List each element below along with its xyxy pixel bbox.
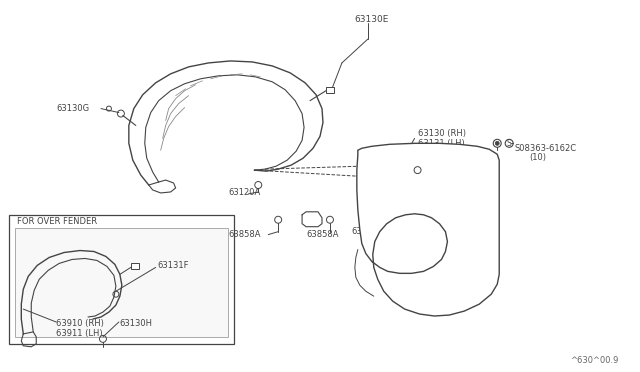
Text: ^630^00.9: ^630^00.9	[570, 356, 619, 365]
Text: 63131 (LH): 63131 (LH)	[417, 139, 465, 148]
Text: 63858A: 63858A	[306, 230, 339, 239]
Circle shape	[495, 141, 499, 145]
Text: 63130 (RH): 63130 (RH)	[417, 129, 465, 138]
Text: 63911 (LH): 63911 (LH)	[56, 329, 103, 339]
Text: 63101 (LH): 63101 (LH)	[431, 159, 478, 168]
Text: 63910 (RH): 63910 (RH)	[56, 320, 104, 328]
Text: 63120A: 63120A	[228, 189, 260, 198]
Bar	[131, 263, 139, 269]
Text: 63130H: 63130H	[119, 320, 152, 328]
Text: S08363-6162C: S08363-6162C	[514, 144, 576, 153]
Bar	[10, 215, 234, 344]
Bar	[326, 87, 334, 93]
Text: FOR OVER FENDER: FOR OVER FENDER	[17, 217, 97, 226]
Text: 63130E: 63130E	[355, 15, 389, 24]
Text: 6313IG: 6313IG	[352, 227, 382, 236]
Text: 63858A: 63858A	[228, 230, 261, 239]
Text: 63100 (RH): 63100 (RH)	[431, 149, 479, 158]
Polygon shape	[357, 143, 499, 316]
Bar	[15, 228, 228, 337]
Text: 63130G: 63130G	[56, 104, 89, 113]
Text: (10): (10)	[529, 153, 546, 162]
Text: S: S	[507, 139, 511, 148]
Text: 63131F: 63131F	[157, 261, 189, 270]
